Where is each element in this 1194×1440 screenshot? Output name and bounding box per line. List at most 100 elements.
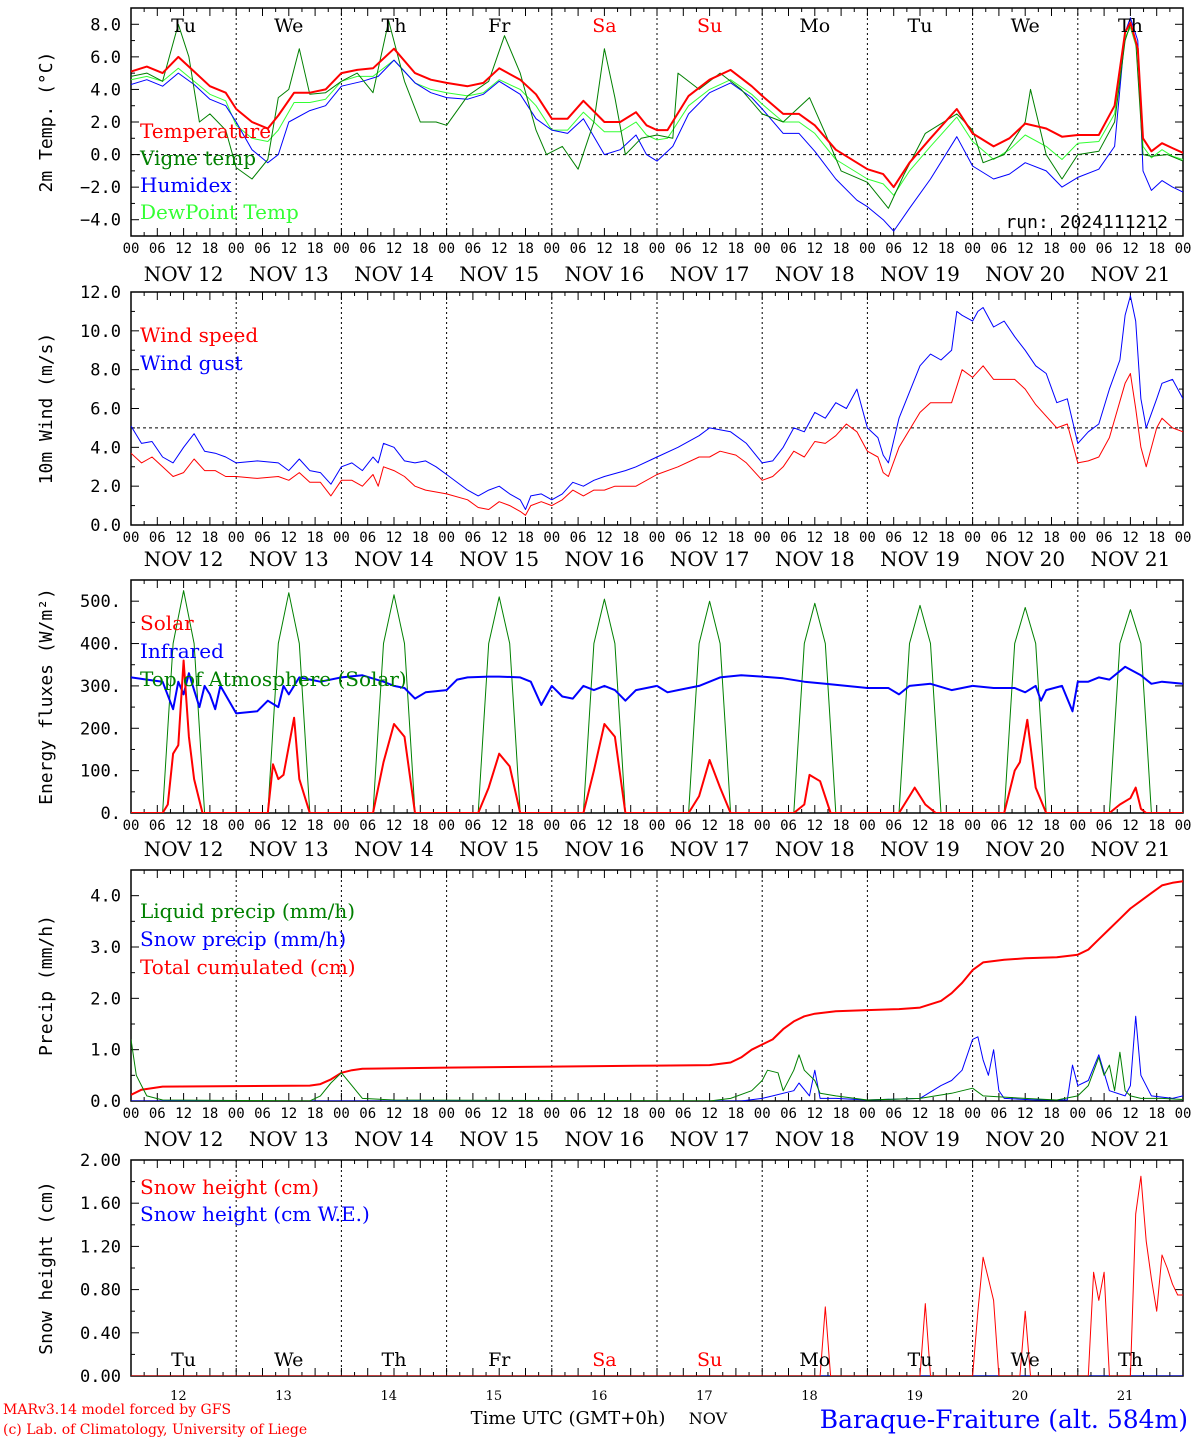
panel-2: 12.0 10.0 8.0 6.0 4.0 2.0 0.0 10m Wind (m/s) 00 0…: [36, 283, 1191, 571]
hour-tick-label: 06: [990, 241, 1007, 257]
date-label: NOV 13: [249, 1127, 329, 1151]
hour-tick-label: 00: [543, 818, 560, 834]
hour-tick-label: 12: [175, 818, 192, 834]
date-label: NOV 15: [459, 1127, 539, 1151]
hour-tick-label: 12: [1122, 241, 1139, 257]
hour-tick-label: 00: [1069, 241, 1086, 257]
y-axis-label: 10m Wind (m/s): [36, 333, 57, 485]
day-number-label: 18: [801, 1389, 818, 1404]
hour-tick-label: 06: [1096, 530, 1113, 546]
hour-tick-label: 06: [570, 241, 587, 257]
weekday-label: Th: [382, 15, 407, 37]
series-group: [131, 17, 1183, 232]
weekday-label: Tu: [908, 1349, 933, 1371]
hour-tick-label: 06: [780, 530, 797, 546]
y-tick-label: 2.0: [90, 989, 121, 1009]
hour-tick-label: 18: [938, 241, 955, 257]
hour-tick-label: 18: [412, 1106, 429, 1122]
hour-tick-label: 18: [1148, 241, 1165, 257]
hour-tick-label: 06: [885, 1106, 902, 1122]
weekday-label: Th: [382, 1349, 407, 1371]
hour-tick-label: 00: [438, 818, 455, 834]
hour-tick-label: 00: [1069, 530, 1086, 546]
legend-entry: Wind speed: [140, 323, 258, 347]
series-group: [131, 590, 1183, 813]
hour-tick-label: 12: [386, 818, 403, 834]
date-label: NOV 17: [670, 547, 750, 571]
date-label: NOV 13: [249, 837, 329, 861]
hour-tick-label: 06: [149, 530, 166, 546]
hour-tick-label: 12: [1017, 818, 1034, 834]
hour-tick-label: 12: [596, 530, 613, 546]
hour-tick-label: 00: [754, 1106, 771, 1122]
hour-tick-label: 00: [859, 818, 876, 834]
panel-1: 8.0 6.0 4.0 2.0 0.0 −2.0 −4.0 2m Temp. (°C) 00 06…: [36, 7, 1191, 286]
hour-tick-label: 12: [280, 818, 297, 834]
hour-tick-label: 18: [307, 530, 324, 546]
hour-tick-label: 00: [964, 1106, 981, 1122]
hour-tick-label: 00: [859, 1106, 876, 1122]
hour-tick-label: 06: [990, 818, 1007, 834]
date-label: NOV 20: [985, 547, 1065, 571]
hour-tick-label: 06: [359, 241, 376, 257]
hour-tick-label: 12: [1122, 1106, 1139, 1122]
date-label: NOV 12: [144, 1127, 224, 1151]
hour-tick-label: 12: [806, 1106, 823, 1122]
hour-tick-label: 00: [333, 1106, 350, 1122]
weekday-label: Mo: [799, 15, 830, 37]
hour-tick-label: 18: [307, 818, 324, 834]
hour-tick-label: 06: [149, 1106, 166, 1122]
day-number-label: 19: [906, 1389, 923, 1404]
hour-tick-label: 18: [1043, 1106, 1060, 1122]
hour-tick-label: 12: [701, 241, 718, 257]
hour-tick-label: 12: [386, 1106, 403, 1122]
hour-tick-label: 06: [464, 530, 481, 546]
hour-tick-label: 06: [1096, 1106, 1113, 1122]
hour-tick-label: 00: [1175, 818, 1192, 834]
hour-tick-label: 12: [806, 530, 823, 546]
series-line-snow-height-cm-: [131, 1175, 1183, 1376]
legend-entry: DewPoint Temp: [140, 200, 299, 224]
y-tick-label: 8.0: [90, 361, 121, 381]
legend-entry: Temperature: [140, 119, 271, 143]
hour-tick-label: 00: [964, 241, 981, 257]
date-label: NOV 18: [775, 837, 855, 861]
series-line-snow-precip-mm-h-: [131, 1015, 1183, 1101]
series-line-wind-speed: [131, 365, 1183, 516]
hour-tick-label: 06: [464, 818, 481, 834]
series-line-total-cumulated-cm-: [131, 880, 1183, 1096]
weekday-label: Sa: [592, 1349, 616, 1371]
hour-tick-label: 18: [1148, 1106, 1165, 1122]
hour-tick-label: 06: [359, 530, 376, 546]
hour-tick-label: 00: [123, 241, 140, 257]
y-tick-label: 400.: [80, 635, 121, 655]
hour-tick-label: 18: [201, 1106, 218, 1122]
y-tick-label: 12.0: [80, 283, 121, 303]
hour-tick-label: 06: [254, 530, 271, 546]
y-axis-label: 2m Temp. (°C): [36, 52, 57, 193]
y-tick-label: 4.0: [90, 80, 121, 100]
hour-tick-label: 00: [964, 530, 981, 546]
hour-tick-label: 18: [727, 818, 744, 834]
panel-5: 2.00 1.60 1.20 0.80 0.40 0.00 Snow height (cm)…: [36, 1151, 1184, 1404]
weekday-label: We: [1011, 1349, 1040, 1371]
hour-tick-label: 12: [912, 818, 929, 834]
date-label: NOV 18: [775, 262, 855, 286]
hour-tick-label: 06: [675, 1106, 692, 1122]
hour-tick-label: 00: [543, 530, 560, 546]
hour-tick-label: 06: [675, 530, 692, 546]
hour-tick-label: 00: [333, 530, 350, 546]
hour-tick-label: 18: [622, 1106, 639, 1122]
hour-tick-label: 00: [859, 241, 876, 257]
hour-tick-label: 12: [491, 818, 508, 834]
series-line-liquid-precip-mm-h-: [131, 1039, 1183, 1101]
hour-tick-label: 18: [833, 818, 850, 834]
weekday-label: Su: [697, 1349, 722, 1371]
hour-tick-label: 12: [912, 1106, 929, 1122]
weekday-label: We: [274, 15, 303, 37]
hour-tick-label: 00: [1069, 1106, 1086, 1122]
hour-tick-label: 18: [938, 818, 955, 834]
hour-tick-label: 06: [359, 818, 376, 834]
hour-tick-label: 18: [727, 1106, 744, 1122]
